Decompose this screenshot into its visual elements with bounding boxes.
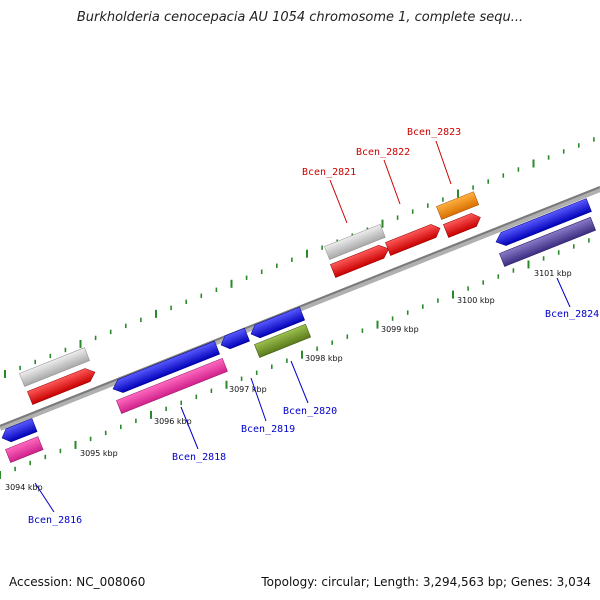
kbp-label: 3095 kbp (80, 449, 118, 458)
leader-bcen2819 (250, 377, 267, 422)
feature-blue-long[interactable] (110, 340, 220, 395)
gene-label-bcen2816[interactable]: Bcen_2816 (28, 515, 82, 526)
chromosome-backbone-edge (0, 186, 600, 427)
gene-labels: Bcen_2821 Bcen_2822 Bcen_2823 Bcen_2816 … (28, 127, 599, 526)
kbp-label: 3099 kbp (381, 325, 419, 334)
leader-bcen2824 (556, 277, 571, 308)
feature-gray-bcen2821[interactable] (324, 223, 386, 260)
kbp-label: 3094 kbp (5, 483, 43, 492)
feature-red-right[interactable] (443, 211, 483, 238)
leader-bcen2821 (329, 179, 348, 224)
gene-bcen2816[interactable] (5, 436, 44, 463)
feature-blue-bcen2820[interactable] (248, 306, 306, 340)
gene-label-bcen2822[interactable]: Bcen_2822 (356, 147, 410, 158)
kbp-label: 3096 kbp (154, 417, 192, 426)
kbp-label: 3098 kbp (305, 354, 343, 363)
inner-tick-ring (0, 238, 590, 479)
map-title: Burkholderia cenocepacia AU 1054 chromos… (76, 10, 524, 25)
gene-label-bcen2823[interactable]: Bcen_2823 (407, 127, 461, 138)
gene-label-bcen2818[interactable]: Bcen_2818 (172, 452, 226, 463)
kbp-label: 3097 kbp (229, 385, 267, 394)
gene-bcen2824[interactable] (499, 216, 596, 267)
genome-stats: Topology: circular; Length: 3,294,563 bp… (261, 575, 591, 589)
gene-label-bcen2819[interactable]: Bcen_2819 (241, 424, 295, 435)
feature-red-left[interactable] (27, 366, 97, 405)
gene-label-bcen2821[interactable]: Bcen_2821 (302, 167, 356, 178)
leader-bcen2822 (383, 159, 401, 205)
leader-bcen2823 (435, 140, 452, 185)
outer-tick-ring (4, 137, 595, 379)
gene-label-bcen2824[interactable]: Bcen_2824 (545, 309, 599, 320)
reverse-features (0, 198, 596, 463)
feature-gray-left[interactable] (19, 347, 90, 387)
gene-bcen2823[interactable] (436, 191, 480, 220)
feature-blue-right[interactable] (493, 198, 592, 249)
leader-lines (34, 140, 571, 513)
leader-bcen2818 (180, 406, 199, 450)
gene-bcen2822[interactable] (385, 222, 442, 256)
gene-bcen2819[interactable] (218, 327, 250, 351)
leader-bcen2820 (290, 360, 309, 404)
accession-label: Accession: NC_008060 (9, 575, 146, 589)
kbp-scale: 3094 kbp 3095 kbp 3096 kbp 3097 kbp 3098… (5, 269, 572, 492)
kbp-label: 3100 kbp (457, 296, 495, 305)
kbp-label: 3101 kbp (534, 269, 572, 278)
gene-bcen2818[interactable] (116, 358, 228, 414)
gene-label-bcen2820[interactable]: Bcen_2820 (283, 406, 337, 417)
forward-features (19, 191, 483, 405)
gene-bcen2816-blue[interactable] (0, 418, 38, 445)
gene-bcen2820[interactable] (254, 323, 312, 358)
leader-bcen2816 (34, 482, 55, 513)
gene-bcen2821[interactable] (330, 242, 391, 278)
